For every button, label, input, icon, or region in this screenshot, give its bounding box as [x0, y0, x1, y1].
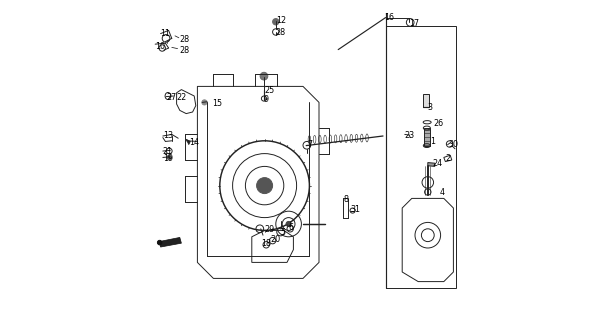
Text: 6: 6: [288, 223, 293, 232]
Circle shape: [260, 72, 268, 80]
Bar: [423, 94, 429, 107]
Text: 23: 23: [405, 131, 415, 140]
Text: 20: 20: [270, 235, 281, 244]
Polygon shape: [159, 237, 181, 247]
Text: 4: 4: [440, 188, 445, 197]
Text: 28: 28: [276, 28, 286, 37]
Text: 25: 25: [264, 86, 274, 95]
Text: 22: 22: [176, 93, 187, 102]
Circle shape: [167, 155, 171, 160]
Polygon shape: [428, 163, 435, 166]
Text: 2: 2: [445, 154, 450, 163]
Text: 13: 13: [163, 131, 173, 140]
Text: 10: 10: [155, 42, 165, 51]
Circle shape: [286, 221, 291, 227]
Text: 31: 31: [350, 205, 361, 214]
Text: 19: 19: [163, 154, 173, 163]
Text: 12: 12: [276, 16, 286, 25]
Polygon shape: [186, 139, 190, 145]
Circle shape: [202, 100, 207, 105]
Text: 16: 16: [385, 13, 395, 22]
Text: 5: 5: [280, 228, 285, 237]
Text: 27: 27: [166, 93, 176, 102]
Text: 3: 3: [427, 103, 432, 112]
Text: 28: 28: [180, 46, 190, 55]
Text: 18: 18: [261, 239, 271, 248]
Circle shape: [256, 178, 273, 194]
Text: 11: 11: [161, 29, 171, 38]
Text: 28: 28: [180, 35, 190, 44]
Text: 7: 7: [308, 140, 313, 149]
Circle shape: [273, 19, 279, 25]
Text: 1: 1: [430, 137, 435, 146]
Circle shape: [158, 240, 162, 245]
Text: 26: 26: [433, 119, 444, 128]
Text: 30: 30: [448, 140, 459, 149]
Text: 9: 9: [264, 95, 269, 104]
Text: 24: 24: [433, 159, 443, 168]
Text: 17: 17: [409, 19, 419, 28]
Bar: [424, 128, 430, 146]
Text: 14: 14: [190, 138, 199, 147]
Text: 21: 21: [163, 147, 173, 156]
Text: 29: 29: [264, 225, 274, 234]
Bar: [385, 26, 456, 288]
Text: 15: 15: [212, 99, 222, 108]
Text: 8: 8: [343, 195, 348, 204]
